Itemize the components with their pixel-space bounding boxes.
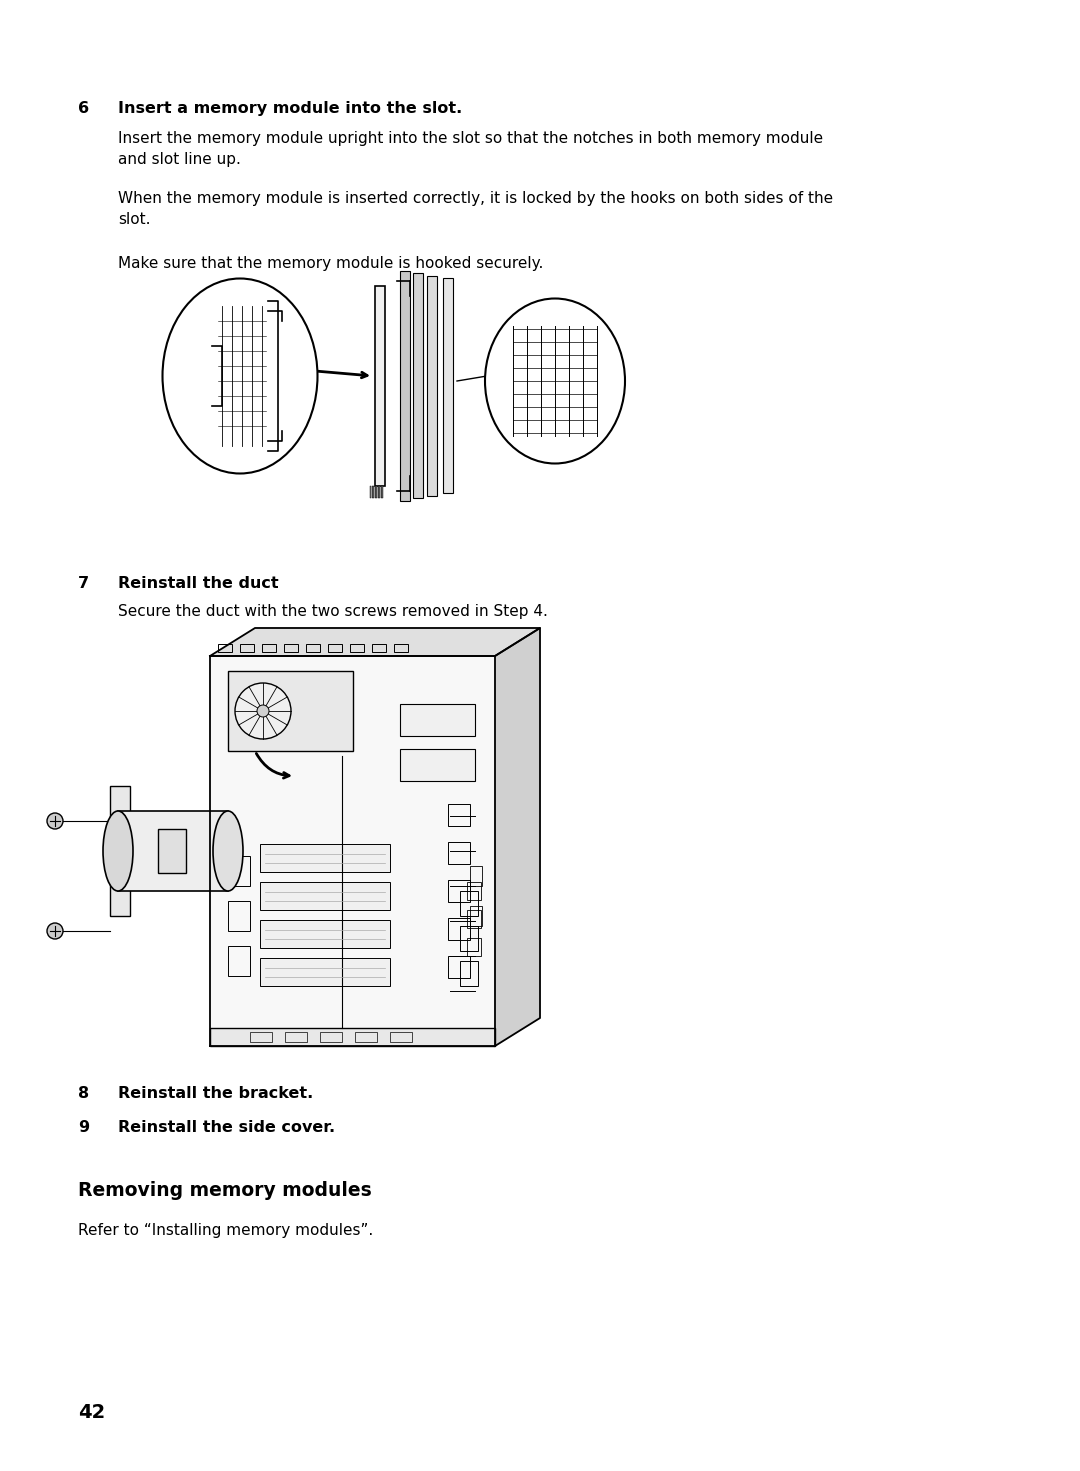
Text: When the memory module is inserted correctly, it is locked by the hooks on both : When the memory module is inserted corre… bbox=[118, 191, 833, 227]
Text: Insert the memory module upright into the slot so that the notches in both memor: Insert the memory module upright into th… bbox=[118, 131, 823, 168]
FancyBboxPatch shape bbox=[260, 958, 390, 986]
Text: Reinstall the side cover.: Reinstall the side cover. bbox=[118, 1119, 335, 1136]
Text: Reinstall the duct: Reinstall the duct bbox=[118, 577, 279, 591]
FancyBboxPatch shape bbox=[400, 749, 475, 781]
FancyBboxPatch shape bbox=[210, 1028, 495, 1046]
Ellipse shape bbox=[485, 299, 625, 463]
FancyBboxPatch shape bbox=[400, 271, 410, 502]
Circle shape bbox=[48, 922, 63, 938]
FancyBboxPatch shape bbox=[110, 786, 130, 916]
FancyBboxPatch shape bbox=[427, 277, 437, 496]
FancyBboxPatch shape bbox=[118, 811, 228, 891]
FancyBboxPatch shape bbox=[260, 883, 390, 911]
Text: 7: 7 bbox=[78, 577, 90, 591]
Ellipse shape bbox=[213, 811, 243, 891]
FancyBboxPatch shape bbox=[400, 705, 475, 736]
FancyBboxPatch shape bbox=[158, 830, 186, 872]
FancyBboxPatch shape bbox=[375, 285, 384, 485]
Ellipse shape bbox=[162, 278, 318, 474]
Text: 6: 6 bbox=[78, 101, 90, 116]
Circle shape bbox=[257, 705, 269, 716]
FancyBboxPatch shape bbox=[413, 274, 423, 499]
Polygon shape bbox=[210, 656, 495, 1046]
Polygon shape bbox=[210, 628, 540, 656]
Circle shape bbox=[48, 813, 63, 830]
Text: Insert a memory module into the slot.: Insert a memory module into the slot. bbox=[118, 101, 462, 116]
FancyBboxPatch shape bbox=[228, 671, 353, 752]
Text: Removing memory modules: Removing memory modules bbox=[78, 1181, 372, 1200]
Text: Reinstall the bracket.: Reinstall the bracket. bbox=[118, 1086, 313, 1100]
FancyBboxPatch shape bbox=[443, 278, 453, 493]
Text: Make sure that the memory module is hooked securely.: Make sure that the memory module is hook… bbox=[118, 256, 543, 271]
Text: 42: 42 bbox=[78, 1403, 105, 1422]
Polygon shape bbox=[495, 628, 540, 1046]
Text: Refer to “Installing memory modules”.: Refer to “Installing memory modules”. bbox=[78, 1222, 374, 1239]
FancyBboxPatch shape bbox=[260, 844, 390, 872]
Circle shape bbox=[235, 683, 291, 738]
Text: 9: 9 bbox=[78, 1119, 90, 1136]
Text: 8: 8 bbox=[78, 1086, 90, 1100]
FancyBboxPatch shape bbox=[260, 919, 390, 947]
Ellipse shape bbox=[103, 811, 133, 891]
Text: Secure the duct with the two screws removed in Step 4.: Secure the duct with the two screws remo… bbox=[118, 605, 548, 619]
